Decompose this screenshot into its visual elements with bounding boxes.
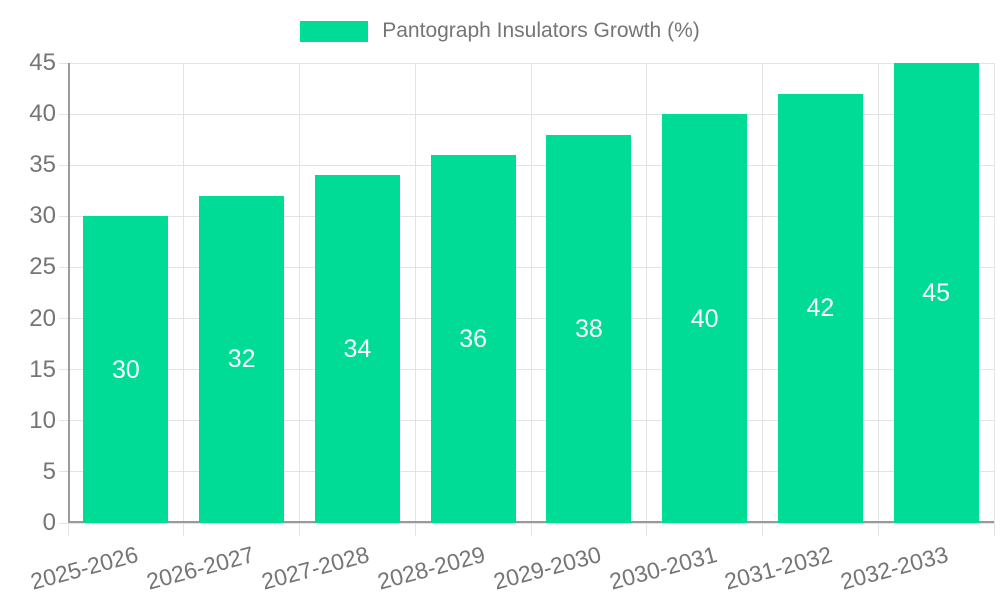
bar-value-label: 36	[459, 325, 488, 353]
y-tick-label: 25	[29, 253, 56, 281]
x-gridline	[762, 63, 763, 536]
y-tick-label: 10	[29, 406, 56, 434]
bar-value-label: 38	[574, 314, 603, 343]
legend: Pantograph Insulators Growth (%)	[0, 19, 1000, 43]
x-gridline	[414, 63, 416, 536]
y-gridline	[59, 369, 994, 371]
x-gridline	[993, 63, 995, 536]
y-gridline	[59, 420, 994, 422]
bar[interactable]	[777, 93, 863, 523]
x-gridline	[646, 63, 648, 536]
bar-value-label: 30	[111, 355, 140, 384]
bar[interactable]	[546, 134, 632, 523]
bar-value-label: 40	[690, 304, 719, 333]
y-tick-label: 5	[42, 457, 56, 485]
x-gridline	[299, 63, 300, 536]
y-gridline	[59, 164, 994, 166]
bar[interactable]	[199, 195, 285, 523]
y-axis-line	[68, 63, 70, 523]
bar[interactable]	[83, 216, 169, 523]
bar-value-label: 34	[343, 335, 372, 364]
y-tick-label: 0	[42, 509, 56, 536]
y-tick-label: 20	[29, 304, 56, 332]
bar[interactable]	[893, 63, 979, 523]
x-gridline	[877, 63, 879, 536]
bar-value-label: 32	[227, 345, 256, 374]
bar-value-label: 45	[922, 279, 951, 307]
y-tick-label: 30	[29, 202, 56, 230]
bar[interactable]	[430, 155, 516, 523]
y-tick-label: 45	[29, 49, 56, 76]
y-gridline	[59, 215, 994, 217]
x-gridline	[530, 63, 532, 536]
legend-label[interactable]: Pantograph Insulators Growth (%)	[382, 19, 700, 42]
bar[interactable]	[662, 114, 748, 523]
y-gridline	[59, 522, 994, 524]
y-tick-label: 40	[29, 100, 56, 128]
x-axis-line	[68, 521, 994, 523]
y-gridline	[59, 113, 994, 115]
bar[interactable]	[314, 175, 400, 523]
y-gridline	[59, 471, 994, 473]
y-gridline	[59, 318, 994, 320]
bar-chart: 0 5 10 15 20 25 30 35 40 45 30 2025-2026 32 2026-2027…	[28, 49, 995, 595]
legend-swatch[interactable]	[300, 20, 369, 42]
bar-value-label: 42	[806, 294, 835, 323]
y-gridline	[59, 266, 994, 268]
y-tick-label: 35	[29, 151, 56, 179]
y-gridline	[59, 62, 994, 64]
x-gridline	[183, 63, 185, 536]
y-tick-label: 15	[29, 355, 56, 383]
